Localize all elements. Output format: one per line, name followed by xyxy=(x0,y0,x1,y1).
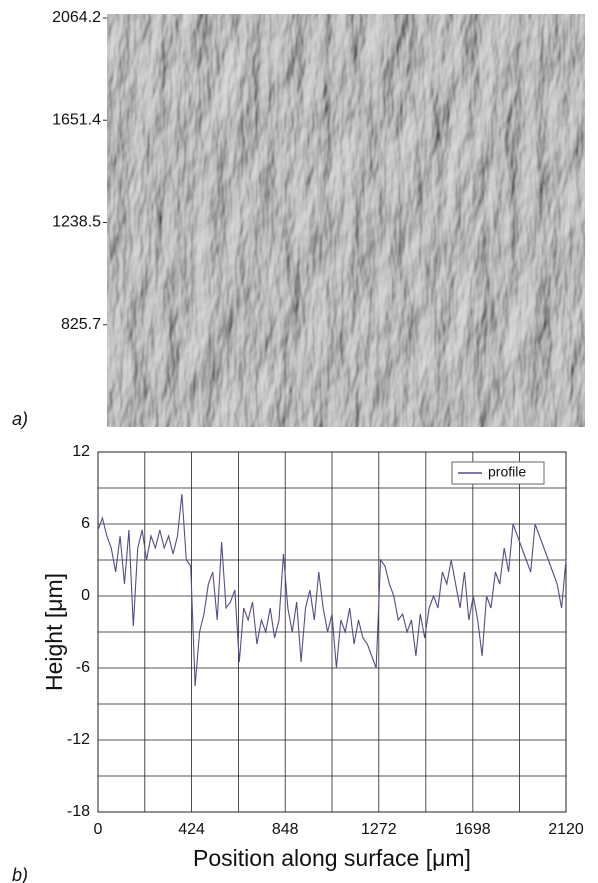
x-tick-label: 424 xyxy=(178,821,205,838)
y-tick-label: 12 xyxy=(72,443,90,460)
y-tick-label: -6 xyxy=(76,659,90,676)
x-tick-label: 0 xyxy=(94,821,103,838)
y-tick-label: 825.7 xyxy=(61,316,101,333)
y-axis-label: Height [μm] xyxy=(41,573,67,691)
y-tick-label: 1651.4 xyxy=(52,111,101,128)
y-tick-label: 0 xyxy=(81,587,90,604)
profile-line xyxy=(97,493,567,687)
y-tick-label: -18 xyxy=(67,803,90,820)
legend-box xyxy=(451,461,545,485)
x-tick-label: 848 xyxy=(272,821,299,838)
x-tick-label: 1698 xyxy=(455,821,491,838)
x-tick-label: 2120 xyxy=(548,821,584,838)
x-axis-label: Position along surface [μm] xyxy=(193,845,471,871)
y-tick-label: -12 xyxy=(67,731,90,748)
y-tick-label: 6 xyxy=(81,515,90,532)
legend-label: profile xyxy=(488,464,526,480)
y-tick-label: 1238.5 xyxy=(52,214,101,231)
panel-label: a) xyxy=(12,409,28,429)
x-tick-label: 1272 xyxy=(361,821,397,838)
panel-label: b) xyxy=(12,865,28,883)
y-tick-label: 2064.2 xyxy=(52,9,101,26)
surface-image xyxy=(107,14,585,427)
